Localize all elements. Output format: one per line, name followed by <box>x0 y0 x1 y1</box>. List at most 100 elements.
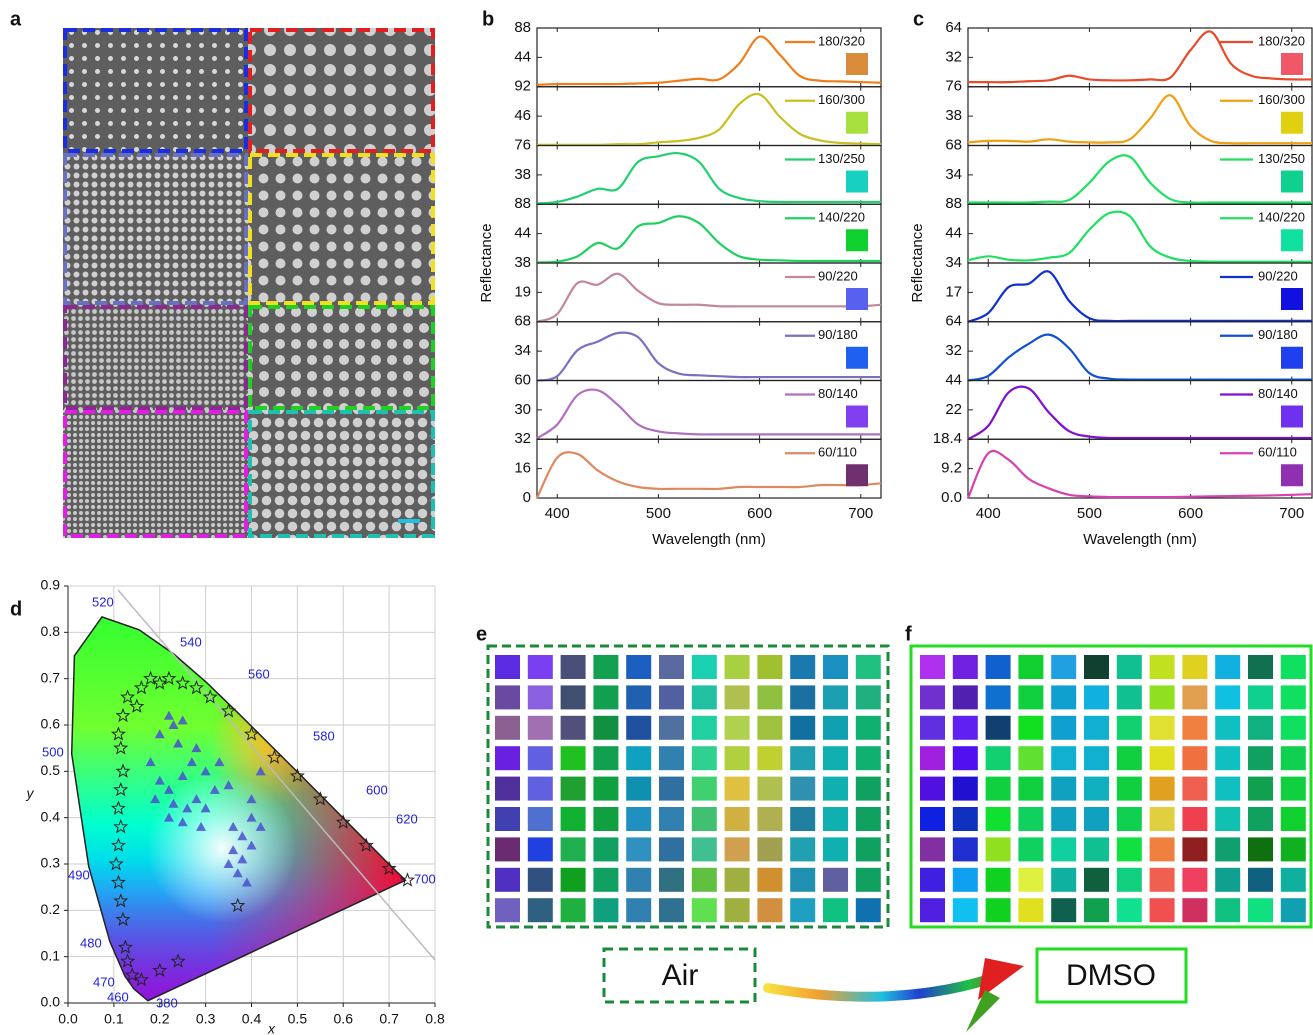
triangle-point <box>200 803 211 813</box>
color-pixel <box>952 807 978 831</box>
wavelength-label: 600 <box>366 782 388 797</box>
x-tick-label: 0.1 <box>104 1011 124 1027</box>
legend-label: 130/250 <box>818 151 865 166</box>
color-pixel <box>790 746 816 771</box>
y-tick-label: 17 <box>945 283 962 300</box>
color-pixel <box>823 776 848 801</box>
star-point <box>170 953 186 968</box>
y-tick-label: 16 <box>514 460 531 477</box>
color-pixel <box>952 898 978 923</box>
spectrum-line <box>537 92 882 147</box>
star-point <box>230 897 246 913</box>
color-pixel <box>985 655 1011 679</box>
panel-label: c <box>913 8 924 30</box>
star-point <box>113 740 129 755</box>
color-pixel <box>593 655 619 679</box>
y-tick-label: 34 <box>514 342 531 359</box>
color-swatch <box>846 53 868 75</box>
color-pixel <box>1051 715 1077 740</box>
color-pixel <box>527 837 553 862</box>
color-pixel <box>527 746 553 771</box>
color-pixel <box>952 685 978 710</box>
star-point <box>111 800 126 815</box>
wavelength-label: 540 <box>180 634 202 649</box>
y-tick-label: 0.3 <box>41 855 61 871</box>
color-pixel <box>593 898 619 923</box>
triangle-point <box>209 784 220 794</box>
color-pixel <box>790 807 816 831</box>
color-pixel <box>1280 655 1306 679</box>
color-pixel <box>1051 685 1077 710</box>
color-pixel <box>985 898 1011 923</box>
star-point <box>335 814 351 829</box>
color-pixel <box>1051 867 1077 892</box>
x-tick-label: 700 <box>1279 505 1304 522</box>
color-pixel <box>626 807 652 831</box>
star-point <box>399 872 416 887</box>
color-pixel <box>1084 898 1109 923</box>
color-pixel <box>593 685 619 710</box>
color-pixel <box>527 776 553 801</box>
panel-label: b <box>482 8 494 30</box>
color-pixel <box>1051 776 1077 801</box>
color-swatch <box>846 288 868 310</box>
x-tick-label: 0.2 <box>150 1011 170 1027</box>
color-pixel <box>495 685 520 710</box>
color-pixel <box>724 715 750 740</box>
color-pixel <box>1018 898 1044 923</box>
star-point <box>124 967 140 982</box>
triangle-point <box>145 757 156 767</box>
x-axis-label: x <box>267 1021 276 1035</box>
color-pixel <box>659 746 684 771</box>
triangle-point <box>200 766 211 776</box>
color-swatch <box>1281 53 1303 75</box>
color-swatch <box>846 229 868 252</box>
color-pixel <box>1280 867 1306 892</box>
color-pixel <box>855 807 881 831</box>
color-pixel <box>952 867 978 892</box>
color-pixel <box>691 837 717 862</box>
y-tick-label: 0.8 <box>41 623 61 639</box>
color-pixel <box>1149 746 1175 771</box>
y-tick-label: 44 <box>945 225 962 242</box>
star-point <box>110 726 126 741</box>
y-axis-label: y <box>26 785 35 801</box>
color-pixel <box>724 837 750 862</box>
color-pixel <box>495 837 520 862</box>
dmso-box <box>1035 947 1188 1004</box>
color-pixel <box>823 867 848 892</box>
color-pixel <box>527 807 553 831</box>
spectrum-line <box>536 35 882 86</box>
color-pixel <box>757 867 783 892</box>
y-tick-label: 18.4 <box>933 430 962 447</box>
star-point <box>243 726 260 741</box>
color-pixel <box>659 867 684 892</box>
triangle-point <box>191 743 202 753</box>
x-axis-label: Wavelength (nm) <box>1083 531 1197 548</box>
color-pixel <box>560 837 586 862</box>
x-tick-label: 0.4 <box>242 1011 262 1027</box>
color-pixel <box>724 776 750 801</box>
y-tick-label: 44 <box>945 371 962 388</box>
color-pixel <box>1018 715 1044 740</box>
chromaticity-diagram <box>70 589 436 1002</box>
y-axis-label: Reflectance <box>909 223 926 302</box>
color-pixel <box>985 715 1011 740</box>
triangle-point <box>223 859 234 868</box>
x-tick-label: 0.3 <box>196 1011 216 1027</box>
color-pixel <box>659 898 684 923</box>
color-pixel <box>757 837 783 862</box>
y-tick-label: 38 <box>945 107 962 124</box>
color-pixel <box>1280 837 1306 862</box>
color-pixel <box>593 807 619 831</box>
color-pixel <box>920 867 945 892</box>
x-tick-label: 0.8 <box>425 1011 445 1027</box>
color-pixel <box>952 746 978 771</box>
triangle-point <box>214 757 225 767</box>
dmso-frame <box>909 644 1313 929</box>
color-pixel <box>724 807 750 831</box>
y-tick-label: 0.0 <box>941 489 962 506</box>
star-point <box>152 962 168 977</box>
color-pixel <box>1084 685 1109 710</box>
